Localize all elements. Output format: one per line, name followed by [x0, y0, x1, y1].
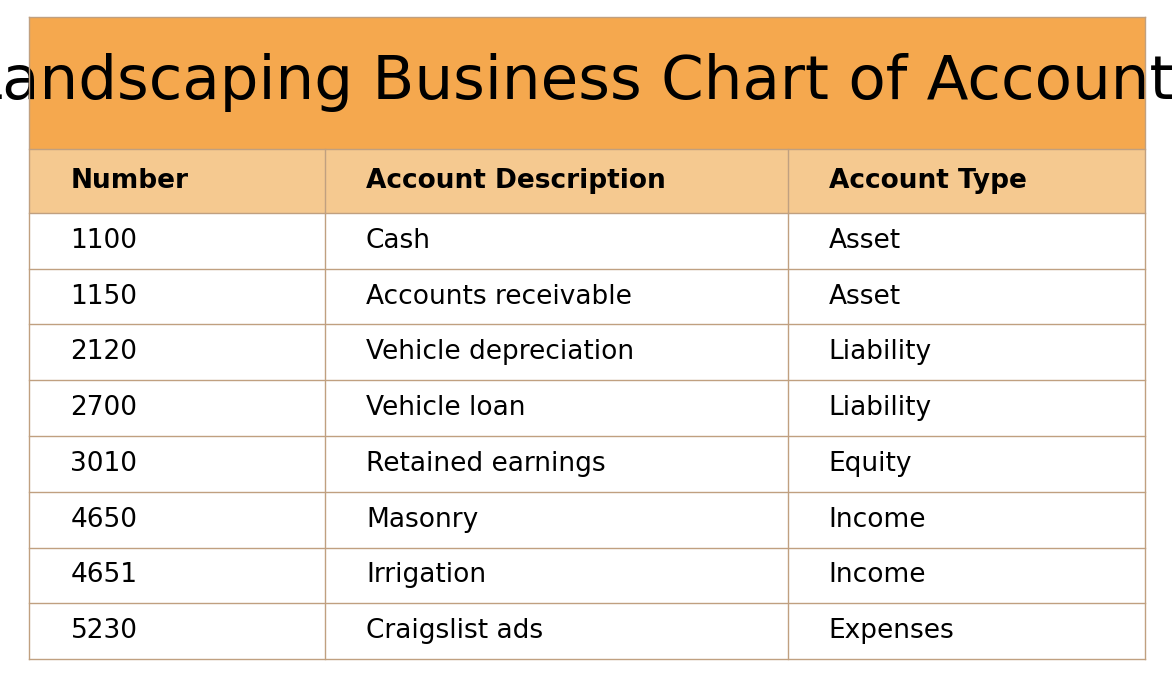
Text: Craigslist ads: Craigslist ads [366, 619, 544, 644]
Text: 4650: 4650 [70, 507, 137, 533]
Text: 2120: 2120 [70, 339, 137, 365]
Text: Liability: Liability [829, 395, 932, 421]
FancyBboxPatch shape [29, 491, 1145, 548]
Text: Masonry: Masonry [366, 507, 478, 533]
Text: Liability: Liability [829, 339, 932, 365]
FancyBboxPatch shape [29, 17, 1145, 149]
Text: Expenses: Expenses [829, 619, 954, 644]
Text: Asset: Asset [829, 284, 900, 310]
FancyBboxPatch shape [29, 380, 1145, 436]
FancyBboxPatch shape [29, 603, 1145, 659]
FancyBboxPatch shape [29, 149, 1145, 213]
Text: 4651: 4651 [70, 562, 137, 588]
FancyBboxPatch shape [29, 324, 1145, 380]
Text: 1150: 1150 [70, 284, 137, 310]
Text: Income: Income [829, 507, 926, 533]
Text: Cash: Cash [366, 228, 431, 254]
FancyBboxPatch shape [29, 436, 1145, 491]
Text: 2700: 2700 [70, 395, 137, 421]
Text: Income: Income [829, 562, 926, 588]
Text: Irrigation: Irrigation [366, 562, 486, 588]
Text: Number: Number [70, 168, 189, 194]
Text: Vehicle loan: Vehicle loan [366, 395, 526, 421]
Text: 3010: 3010 [70, 451, 137, 477]
Text: Accounts receivable: Accounts receivable [366, 284, 632, 310]
Text: Vehicle depreciation: Vehicle depreciation [366, 339, 634, 365]
Text: Retained earnings: Retained earnings [366, 451, 606, 477]
FancyBboxPatch shape [29, 268, 1145, 324]
Text: 1100: 1100 [70, 228, 137, 254]
Text: Account Description: Account Description [366, 168, 666, 194]
Text: Equity: Equity [829, 451, 912, 477]
Text: Asset: Asset [829, 228, 900, 254]
Text: 5230: 5230 [70, 619, 137, 644]
Text: Account Type: Account Type [829, 168, 1027, 194]
Text: Landscaping Business Chart of Accounts: Landscaping Business Chart of Accounts [0, 53, 1174, 112]
FancyBboxPatch shape [29, 548, 1145, 603]
FancyBboxPatch shape [29, 213, 1145, 268]
